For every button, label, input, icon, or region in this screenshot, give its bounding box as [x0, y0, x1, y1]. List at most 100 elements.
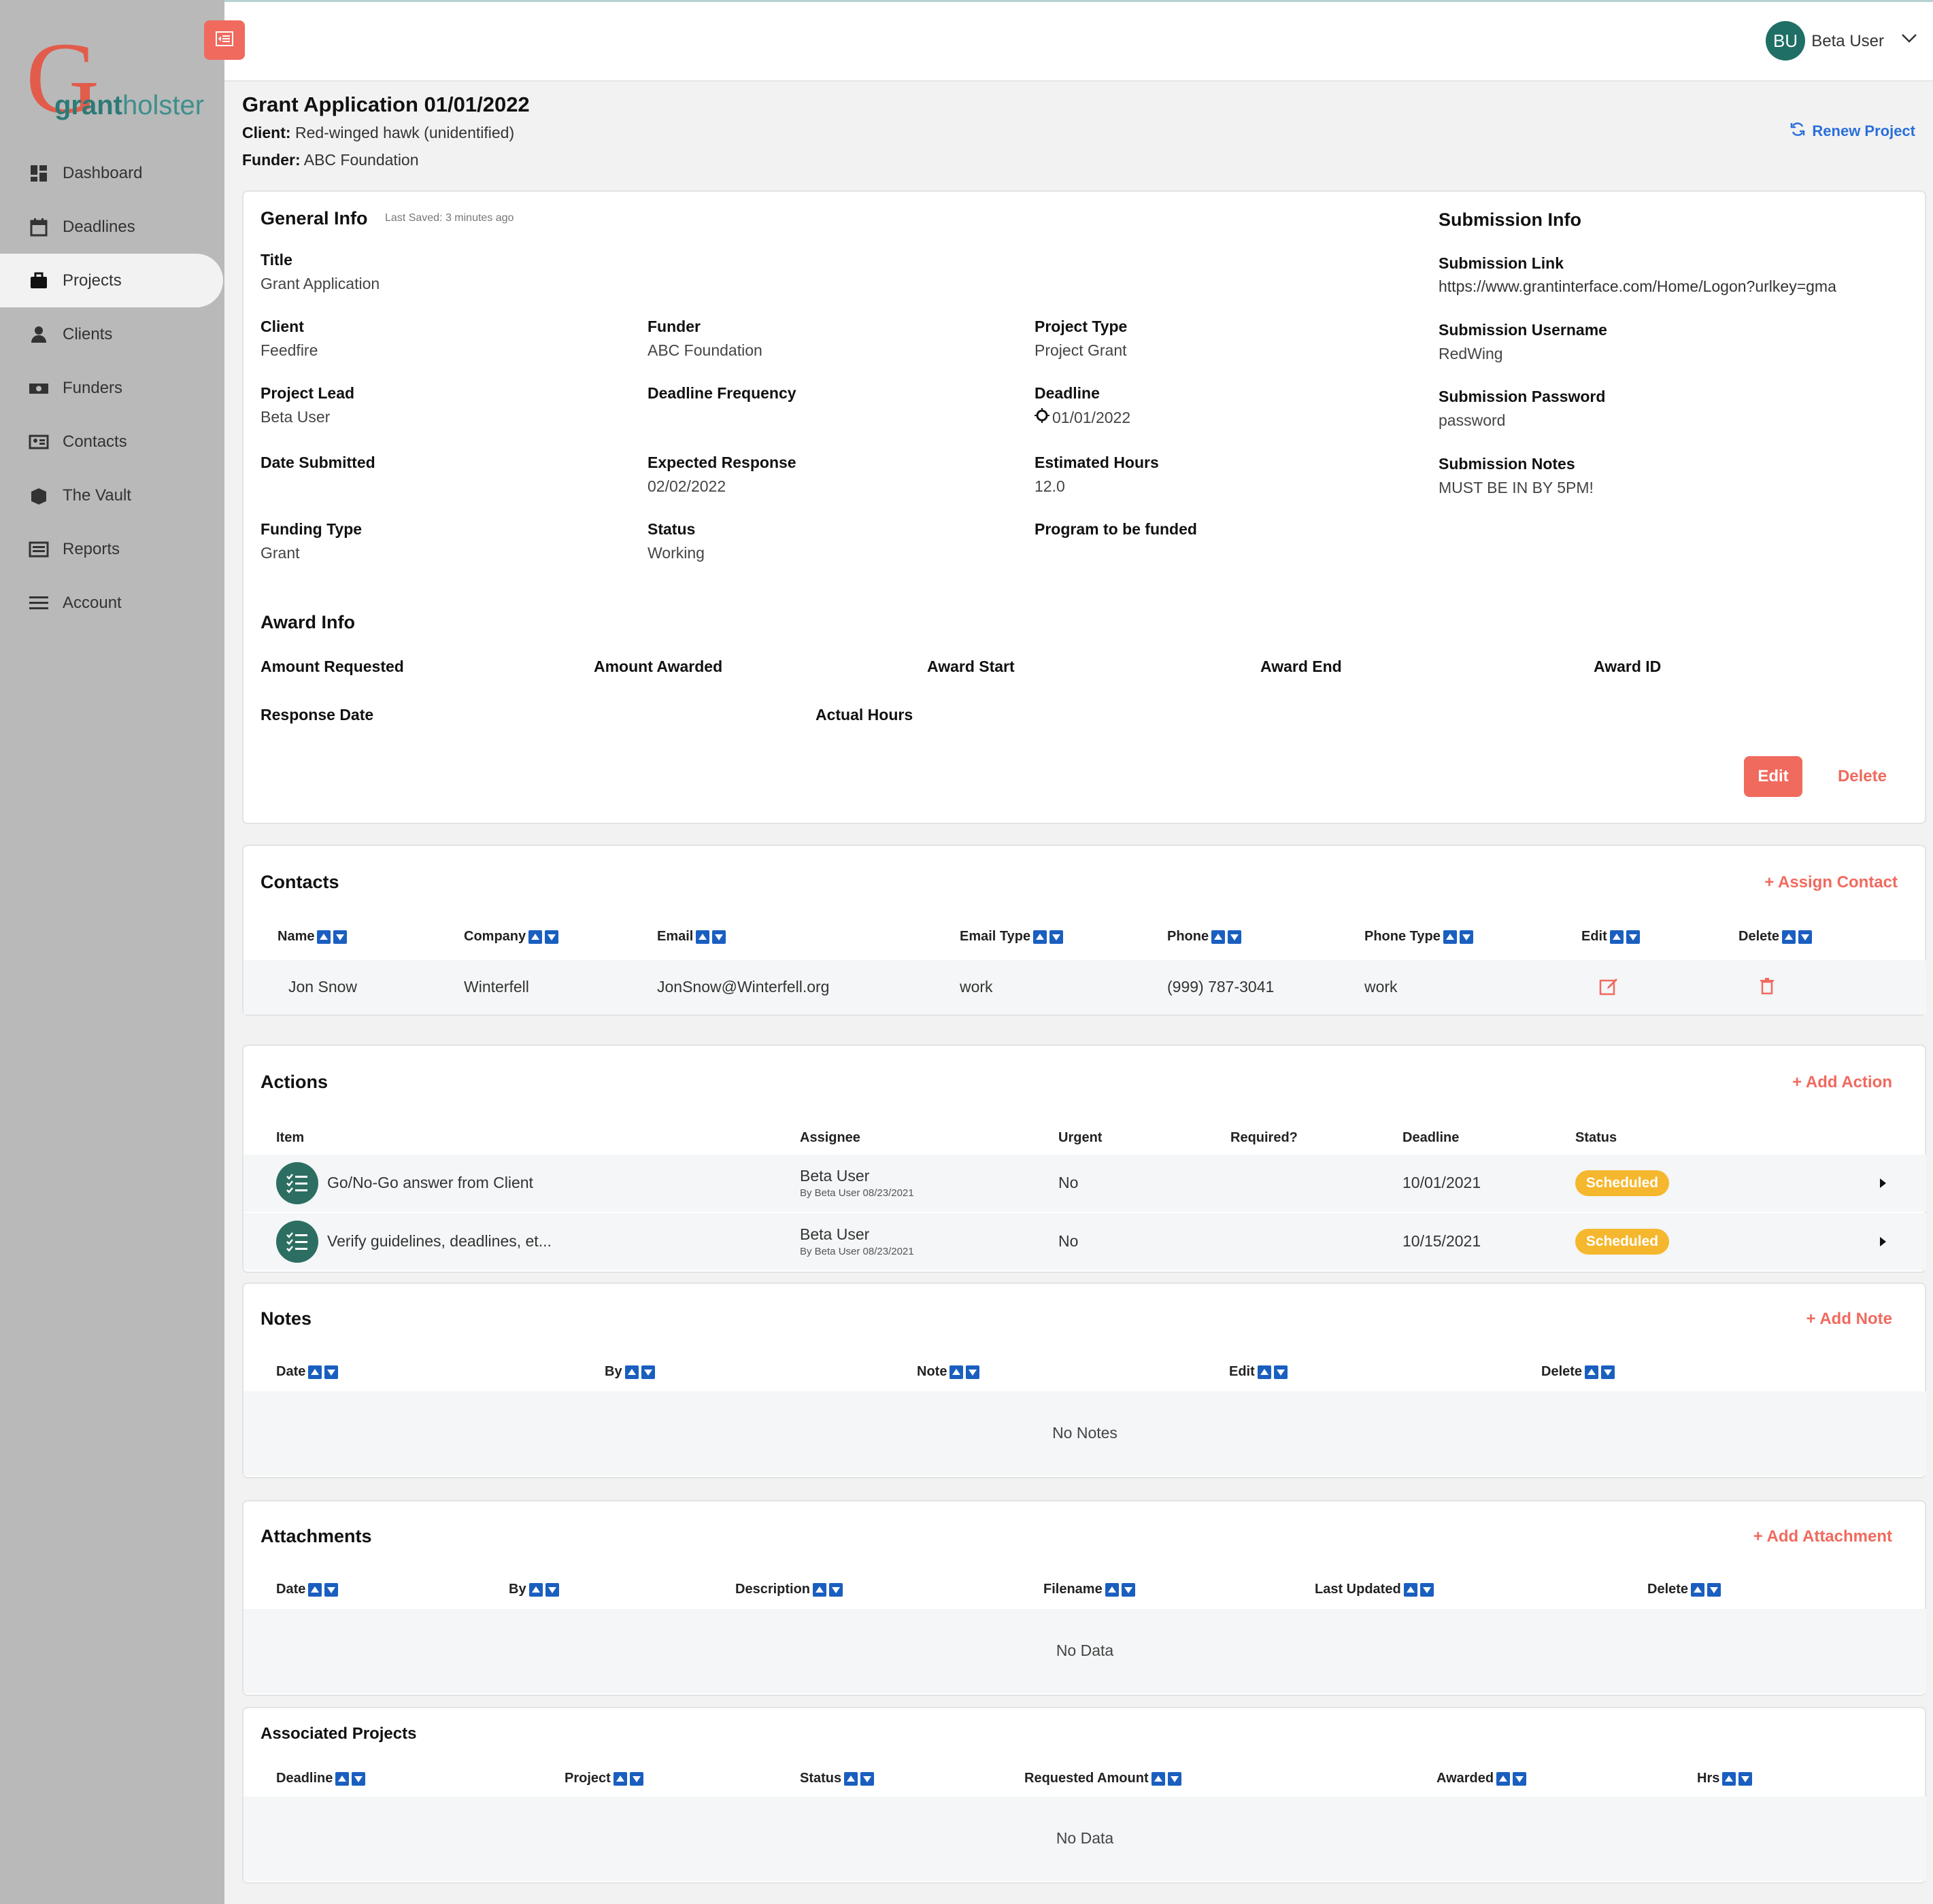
caret-right-icon[interactable]: [1880, 1178, 1886, 1188]
sort-up-icon[interactable]: [624, 1365, 639, 1379]
sort-up-icon[interactable]: [308, 1365, 322, 1379]
column-header[interactable]: Email: [657, 929, 726, 945]
submission-link[interactable]: https://www.grantinterface.com/Home/Logo…: [1439, 277, 1836, 295]
sidebar-item-reports[interactable]: Reports: [0, 522, 224, 576]
add-action-button[interactable]: + Add Action: [1792, 1073, 1892, 1091]
sort-up-icon[interactable]: [335, 1771, 350, 1786]
caret-right-icon[interactable]: [1880, 1237, 1886, 1246]
column-header[interactable]: Hrs: [1697, 1771, 1753, 1786]
sort-down-icon[interactable]: [324, 1582, 339, 1597]
column-header[interactable]: Email Type: [960, 929, 1064, 945]
sort-up-icon[interactable]: [813, 1582, 827, 1597]
add-note-button[interactable]: + Add Note: [1806, 1310, 1892, 1328]
column-header[interactable]: Last Updated: [1315, 1582, 1434, 1597]
sidebar-item-account[interactable]: Account: [0, 576, 224, 630]
column-header[interactable]: Note: [917, 1364, 980, 1380]
assign-contact-button[interactable]: + Assign Contact: [1764, 873, 1898, 891]
trash-icon[interactable]: [1759, 976, 1775, 1000]
sort-down-icon[interactable]: [1459, 930, 1473, 944]
sort-up-icon[interactable]: [1691, 1582, 1705, 1597]
table-row[interactable]: Jon Snow Winterfell JonSnow@Winterfell.o…: [243, 960, 1926, 1015]
column-header[interactable]: Status: [800, 1771, 875, 1786]
sidebar-item-clients[interactable]: Clients: [0, 307, 224, 361]
sort-down-icon[interactable]: [1273, 1365, 1288, 1379]
sort-up-icon[interactable]: [1033, 930, 1047, 944]
sidebar-item-funders[interactable]: Funders: [0, 361, 224, 415]
sidebar-toggle-button[interactable]: [204, 20, 245, 60]
sort-up-icon[interactable]: [1782, 930, 1796, 944]
sidebar-item-dashboard[interactable]: Dashboard: [0, 146, 224, 200]
sort-down-icon[interactable]: [352, 1771, 366, 1786]
sort-down-icon[interactable]: [324, 1365, 339, 1379]
column-header[interactable]: Awarded: [1436, 1771, 1527, 1786]
sort-up-icon[interactable]: [1585, 1365, 1599, 1379]
column-header[interactable]: Delete: [1647, 1582, 1721, 1597]
column-header[interactable]: Phone: [1167, 929, 1242, 945]
sort-down-icon[interactable]: [1707, 1582, 1721, 1597]
sort-up-icon[interactable]: [528, 1582, 543, 1597]
sort-down-icon[interactable]: [1738, 1771, 1753, 1786]
column-header[interactable]: Project: [565, 1771, 643, 1786]
sidebar-item-contacts[interactable]: Contacts: [0, 415, 224, 469]
table-row[interactable]: Verify guidelines, deadlines, et... Beta…: [243, 1213, 1926, 1270]
sort-down-icon[interactable]: [1049, 930, 1064, 944]
add-attachment-button[interactable]: + Add Attachment: [1753, 1527, 1892, 1546]
column-header[interactable]: Requested Amount: [1024, 1771, 1181, 1786]
sidebar-item-deadlines[interactable]: Deadlines: [0, 200, 224, 254]
sort-up-icon[interactable]: [1211, 930, 1226, 944]
column-header[interactable]: Delete: [1541, 1364, 1615, 1380]
sort-down-icon[interactable]: [1167, 1771, 1181, 1786]
sort-up-icon[interactable]: [308, 1582, 322, 1597]
sort-down-icon[interactable]: [1601, 1365, 1615, 1379]
column-header[interactable]: Deadline: [276, 1771, 366, 1786]
sort-down-icon[interactable]: [641, 1365, 655, 1379]
column-header[interactable]: Date: [276, 1364, 339, 1380]
sort-down-icon[interactable]: [1419, 1582, 1434, 1597]
logo[interactable]: G grantholster: [26, 27, 204, 129]
user-name[interactable]: Beta User: [1811, 32, 1884, 50]
column-header[interactable]: Date: [276, 1582, 339, 1597]
column-header[interactable]: By: [605, 1364, 655, 1380]
sort-up-icon[interactable]: [1403, 1582, 1417, 1597]
column-header[interactable]: Edit: [1581, 929, 1640, 945]
sort-up-icon[interactable]: [1496, 1771, 1511, 1786]
column-header[interactable]: Phone Type: [1364, 929, 1473, 945]
sidebar-item-the-vault[interactable]: The Vault: [0, 469, 224, 522]
sort-down-icon[interactable]: [712, 930, 726, 944]
sort-down-icon[interactable]: [1798, 930, 1813, 944]
sort-down-icon[interactable]: [545, 930, 559, 944]
sort-down-icon[interactable]: [545, 1582, 559, 1597]
chevron-down-icon[interactable]: [1900, 32, 1918, 48]
sort-up-icon[interactable]: [1609, 930, 1624, 944]
sort-up-icon[interactable]: [1443, 930, 1457, 944]
column-header[interactable]: Filename: [1043, 1582, 1135, 1597]
sort-up-icon[interactable]: [949, 1365, 964, 1379]
edit-button[interactable]: Edit: [1744, 756, 1802, 797]
sort-up-icon[interactable]: [1722, 1771, 1736, 1786]
sort-down-icon[interactable]: [333, 930, 348, 944]
sort-down-icon[interactable]: [860, 1771, 875, 1786]
delete-button[interactable]: Delete: [1837, 767, 1887, 785]
sort-down-icon[interactable]: [966, 1365, 980, 1379]
sort-down-icon[interactable]: [829, 1582, 843, 1597]
sort-up-icon[interactable]: [844, 1771, 858, 1786]
sort-up-icon[interactable]: [613, 1771, 627, 1786]
column-header[interactable]: Edit: [1229, 1364, 1288, 1380]
sort-down-icon[interactable]: [629, 1771, 643, 1786]
sort-down-icon[interactable]: [1121, 1582, 1135, 1597]
sort-up-icon[interactable]: [1105, 1582, 1119, 1597]
sort-down-icon[interactable]: [1626, 930, 1640, 944]
column-header[interactable]: By: [509, 1582, 559, 1597]
column-header[interactable]: Delete: [1738, 929, 1813, 945]
avatar[interactable]: BU: [1766, 21, 1805, 61]
sort-down-icon[interactable]: [1513, 1771, 1527, 1786]
sort-up-icon[interactable]: [1257, 1365, 1271, 1379]
column-header[interactable]: Company: [464, 929, 559, 945]
renew-project-button[interactable]: Renew Project: [1789, 121, 1915, 141]
table-row[interactable]: Go/No-Go answer from Client Beta User By…: [243, 1155, 1926, 1212]
sort-down-icon[interactable]: [1228, 930, 1242, 944]
sort-up-icon[interactable]: [1151, 1771, 1165, 1786]
column-header[interactable]: Description: [735, 1582, 843, 1597]
sort-up-icon[interactable]: [528, 930, 543, 944]
sidebar-item-projects[interactable]: Projects: [0, 254, 223, 307]
